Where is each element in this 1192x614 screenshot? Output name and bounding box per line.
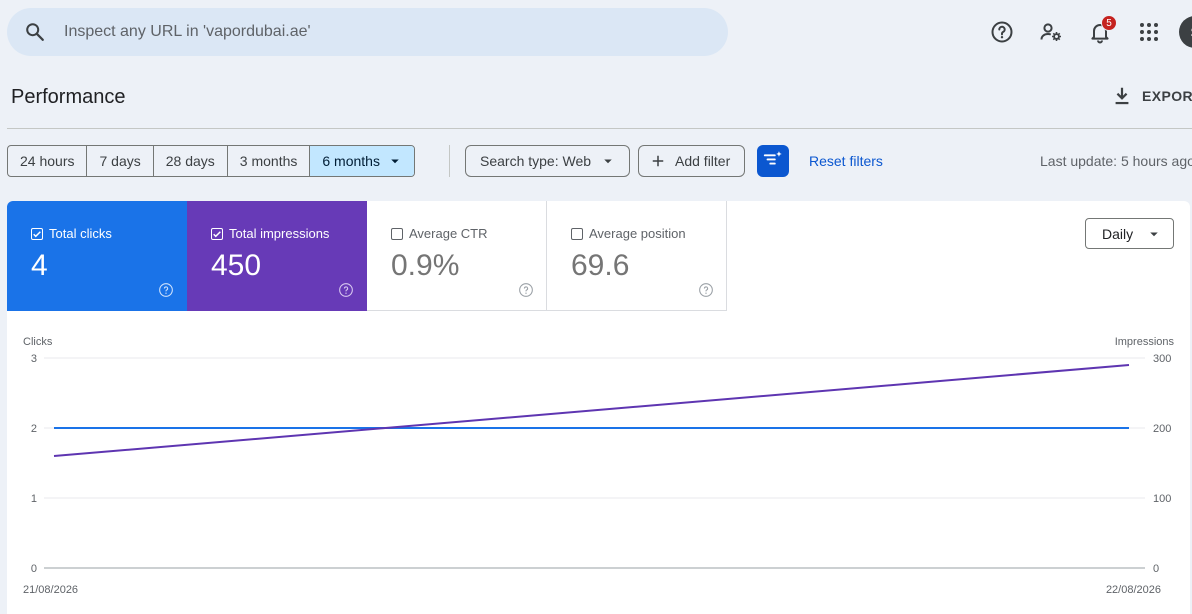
range-6-months-label: 6 months — [322, 153, 380, 169]
download-icon — [1110, 84, 1134, 108]
x-tick-label: 21/08/2026 — [23, 584, 78, 596]
add-filter-label: Add filter — [675, 153, 731, 169]
checkbox-unchecked-icon[interactable] — [391, 227, 403, 240]
series-line-impressions — [53, 364, 1130, 457]
y-left-tick-label: 1 — [31, 493, 37, 505]
export-button[interactable]: EXPORT — [1110, 84, 1192, 108]
filter-divider — [449, 145, 450, 177]
metric-label: Total clicks — [49, 226, 112, 241]
performance-panel: Total clicks 4 Total impressions 450 Ave… — [7, 201, 1190, 614]
y-left-tick-label: 2 — [31, 423, 37, 435]
metric-card-total-impressions[interactable]: Total impressions 450 — [187, 201, 367, 311]
manage-users-icon[interactable] — [1035, 16, 1067, 48]
chevron-down-icon — [386, 152, 404, 170]
metric-value: 0.9% — [391, 249, 460, 282]
metric-value: 450 — [211, 249, 262, 282]
metric-label: Total impressions — [229, 226, 330, 241]
filter-sparkle-icon — [762, 148, 784, 175]
chevron-down-icon — [599, 152, 617, 170]
y-right-tick-label: 200 — [1153, 423, 1171, 435]
y-left-tick-label: 3 — [31, 353, 37, 365]
checkbox-unchecked-icon[interactable] — [571, 227, 583, 240]
granularity-dropdown[interactable]: Daily — [1085, 218, 1174, 249]
range-24-hours[interactable]: 24 hours — [8, 146, 88, 176]
help-icon[interactable] — [338, 282, 354, 298]
y-right-axis-label: Impressions — [1115, 336, 1175, 348]
metric-value: 4 — [31, 249, 48, 282]
checkbox-checked-icon[interactable] — [31, 227, 43, 240]
y-right-tick-label: 300 — [1153, 353, 1171, 365]
reset-filters-link[interactable]: Reset filters — [809, 153, 883, 169]
date-range-selector: 24 hours 7 days 28 days 3 months 6 month… — [7, 145, 415, 177]
help-icon[interactable] — [518, 282, 534, 298]
title-divider — [7, 128, 1192, 129]
y-right-tick-label: 0 — [1153, 563, 1159, 575]
url-inspect-bar[interactable] — [7, 8, 728, 56]
range-28-days[interactable]: 28 days — [154, 146, 228, 176]
metric-card-average-position[interactable]: Average position 69.6 — [547, 201, 727, 311]
metric-card-average-ctr[interactable]: Average CTR 0.9% — [367, 201, 547, 311]
last-update-text: Last update: 5 hours ago — [1040, 153, 1192, 169]
apps-icon[interactable] — [1133, 16, 1165, 48]
range-6-months[interactable]: 6 months — [310, 146, 414, 176]
export-label: EXPORT — [1142, 88, 1192, 104]
granularity-label: Daily — [1102, 225, 1134, 242]
url-inspect-input[interactable] — [64, 23, 664, 41]
metric-label: Average position — [589, 226, 686, 241]
help-icon[interactable] — [986, 16, 1018, 48]
range-3-months[interactable]: 3 months — [228, 146, 311, 176]
search-icon[interactable] — [23, 20, 47, 44]
filter-suggestions-button[interactable] — [757, 145, 789, 177]
range-7-days[interactable]: 7 days — [87, 146, 154, 176]
x-tick-label: 22/08/2026 — [1106, 584, 1161, 596]
checkbox-checked-icon[interactable] — [211, 227, 223, 240]
search-type-label: Search type: Web — [480, 153, 592, 169]
account-avatar[interactable]: S — [1179, 16, 1192, 48]
add-filter-button[interactable]: Add filter — [638, 145, 746, 177]
help-icon[interactable] — [158, 282, 174, 298]
search-type-filter[interactable]: Search type: Web — [465, 145, 631, 177]
performance-chart: 0 1 2 3 0 100 200 300 Clicks Impressions 21/08/202… — [23, 336, 1175, 596]
help-icon[interactable] — [698, 282, 714, 298]
notification-count-badge: 5 — [1101, 15, 1117, 31]
plus-icon — [649, 152, 667, 170]
y-left-axis-label: Clicks — [23, 336, 53, 348]
metric-card-total-clicks[interactable]: Total clicks 4 — [7, 201, 187, 311]
metric-value: 69.6 — [571, 249, 630, 282]
chevron-down-icon — [1145, 225, 1163, 243]
y-left-tick-label: 0 — [31, 563, 37, 575]
page-title: Performance — [11, 86, 126, 108]
metric-label: Average CTR — [409, 226, 488, 241]
notifications-icon[interactable]: 5 — [1084, 15, 1117, 48]
y-right-tick-label: 100 — [1153, 493, 1171, 505]
